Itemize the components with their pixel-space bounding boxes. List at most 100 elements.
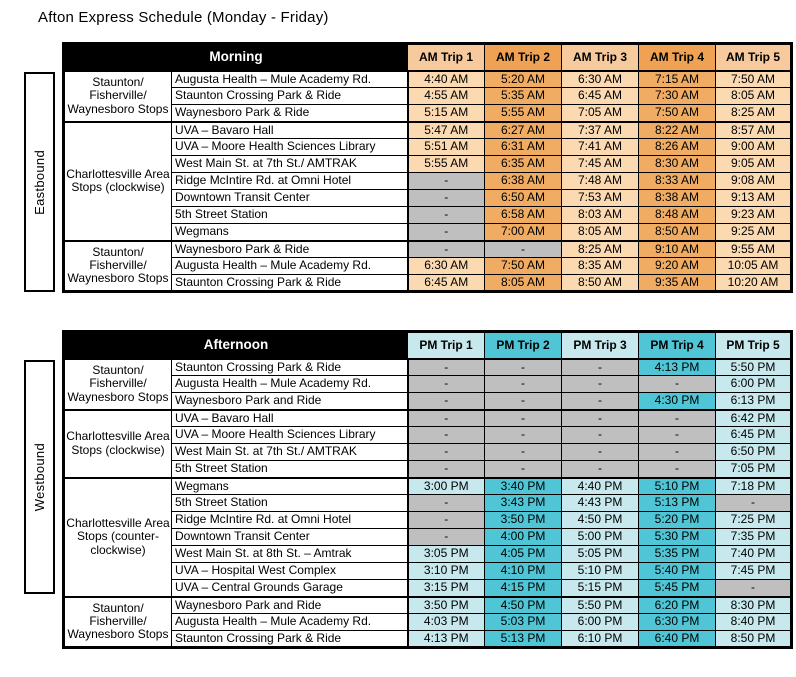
stop-group-label: Charlottesville Area Stops (counter- clo… (63, 476, 172, 597)
departure-time-cell: 5:03 PM (484, 613, 562, 631)
morning-table-body: Staunton/ Fisherville/ Waynesboro Stops A… (63, 69, 792, 292)
stop-name-cell: UVA – Hospital West Complex (171, 562, 409, 580)
departure-time-cell: 6:45 AM (407, 274, 485, 292)
departure-time-cell: 9:20 AM (638, 257, 716, 275)
departure-time-cell: 7:00 AM (484, 223, 562, 241)
morning-schedule: Eastbound Morning AM Trip 1 AM Trip 2 AM… (24, 42, 793, 293)
departure-time-cell: 6:40 PM (638, 630, 716, 648)
stop-name-cell: Augusta Health – Mule Academy Rd. (171, 375, 409, 393)
stop-name-cell: 5th Street Station (171, 206, 409, 224)
schedule-row: Staunton/ Fisherville/ Waynesboro Stops W… (63, 595, 792, 648)
departure-time-cell: 3:50 PM (407, 595, 485, 614)
no-service-cell: - (407, 528, 485, 546)
schedule-row: UVA – Moore Health Sciences Library - - - -6… (64, 426, 792, 444)
departure-time-cell: 8:50 AM (561, 274, 639, 292)
am-trip-4-header: AM Trip 4 (638, 43, 716, 72)
departure-time-cell: 8:48 AM (638, 206, 716, 224)
departure-time-cell: 6:50 PM (715, 443, 792, 461)
departure-time-cell: 5:30 PM (638, 528, 716, 546)
departure-time-cell: 7:45 PM (715, 562, 792, 580)
stop-name-cell: 5th Street Station (171, 494, 409, 512)
departure-time-cell: 8:26 AM (638, 138, 716, 156)
departure-time-cell: 6:00 PM (561, 613, 639, 631)
schedule-row: Waynesboro Park and Ride - - -4:30 PM 6:13 P… (64, 392, 792, 410)
departure-time-cell: 7:50 AM (638, 104, 716, 122)
schedule-row: West Main St. at 7th St./ AMTRAK 5:55 AM 6… (64, 155, 792, 173)
stop-name-cell: UVA – Moore Health Sciences Library (171, 138, 409, 156)
schedule-row: Charlottesville Area Stops (clockwise) UV… (63, 408, 792, 478)
morning-band-header: Morning (63, 43, 408, 72)
schedule-row: Waynesboro Park & Ride 5:15 AM 5:55 AM 7:05… (64, 104, 792, 122)
departure-time-cell: 6:13 PM (715, 392, 792, 410)
departure-time-cell: 10:20 AM (715, 274, 792, 292)
departure-time-cell: 6:38 AM (484, 172, 562, 190)
stop-group-label: Staunton/ Fisherville/ Waynesboro Stops (63, 357, 172, 410)
departure-time-cell: 9:10 AM (638, 239, 716, 258)
no-service-cell: - (484, 375, 562, 393)
no-service-cell: - (484, 357, 562, 376)
departure-time-cell: 5:15 AM (407, 104, 485, 122)
departure-time-cell: 8:50 PM (715, 630, 792, 648)
schedule-row: West Main St. at 8th St. – Amtrak 3:05 PM… (64, 545, 792, 563)
departure-time-cell: 3:50 PM (484, 511, 562, 529)
no-service-cell: - (561, 426, 639, 444)
no-service-cell: - (407, 375, 485, 393)
stop-name-cell: Wegmans (171, 223, 409, 241)
departure-time-cell: 5:55 AM (484, 104, 562, 122)
departure-time-cell: 7:37 AM (561, 120, 639, 139)
schedule-row: Staunton Crossing Park & Ride 4:55 AM 5:35… (64, 87, 792, 105)
stop-name-cell: Augusta Health – Mule Academy Rd. (171, 69, 409, 88)
pm-trip-4-header: PM Trip 4 (638, 331, 716, 360)
stop-name-cell: Waynesboro Park & Ride (171, 239, 409, 258)
departure-time-cell: 7:48 AM (561, 172, 639, 190)
departure-time-cell: 6:31 AM (484, 138, 562, 156)
departure-time-cell: 9:35 AM (638, 274, 716, 292)
departure-time-cell: 7:41 AM (561, 138, 639, 156)
schedule-row: Augusta Health – Mule Academy Rd. - - - -6:0… (64, 375, 792, 393)
no-service-cell: - (407, 172, 485, 190)
stop-name-cell: 5th Street Station (171, 460, 409, 478)
stop-name-cell: UVA – Moore Health Sciences Library (171, 426, 409, 444)
no-service-cell: - (407, 511, 485, 529)
departure-time-cell: 5:05 PM (561, 545, 639, 563)
am-trip-1-header: AM Trip 1 (407, 43, 485, 72)
departure-time-cell: 8:33 AM (638, 172, 716, 190)
eastbound-direction-bracket: Eastbound (24, 72, 55, 292)
departure-time-cell: 7:15 AM (638, 69, 716, 88)
departure-time-cell: 4:13 PM (407, 630, 485, 648)
departure-time-cell: 3:10 PM (407, 562, 485, 580)
departure-time-cell: 4:55 AM (407, 87, 485, 105)
no-service-cell: - (407, 494, 485, 512)
stop-name-cell: Staunton Crossing Park & Ride (171, 357, 409, 376)
no-service-cell: - (407, 357, 485, 376)
departure-time-cell: 9:00 AM (715, 138, 792, 156)
departure-time-cell: 9:05 AM (715, 155, 792, 173)
departure-time-cell: 8:30 AM (638, 155, 716, 173)
schedule-row: West Main St. at 7th St./ AMTRAK - - - -6:50… (64, 443, 792, 461)
departure-time-cell: 8:57 AM (715, 120, 792, 139)
am-trip-5-header: AM Trip 5 (715, 43, 792, 72)
departure-time-cell: 3:15 PM (407, 579, 485, 597)
departure-time-cell: 4:50 PM (484, 595, 562, 614)
departure-time-cell: 4:40 PM (561, 476, 639, 495)
schedule-row: Downtown Transit Center -6:50 AM 7:53 AM 8:… (64, 189, 792, 207)
stop-group-label: Staunton/ Fisherville/ Waynesboro Stops (63, 239, 172, 292)
departure-time-cell: 3:05 PM (407, 545, 485, 563)
departure-time-cell: 3:00 PM (407, 476, 485, 495)
stop-name-cell: Ridge McIntire Rd. at Omni Hotel (171, 172, 409, 190)
departure-time-cell: 5:51 AM (407, 138, 485, 156)
stop-name-cell: Waynesboro Park and Ride (171, 595, 409, 614)
stop-name-cell: Waynesboro Park & Ride (171, 104, 409, 122)
stop-name-cell: Augusta Health – Mule Academy Rd. (171, 257, 409, 275)
departure-time-cell: 8:25 AM (715, 104, 792, 122)
departure-time-cell: 8:05 AM (484, 274, 562, 292)
no-service-cell: - (561, 460, 639, 478)
schedule-row: UVA – Moore Health Sciences Library 5:51 … (64, 138, 792, 156)
no-service-cell: - (561, 408, 639, 427)
pm-trip-3-header: PM Trip 3 (561, 331, 639, 360)
schedule-row: Charlottesville Area Stops (clockwise) UV… (63, 120, 792, 241)
departure-time-cell: 7:30 AM (638, 87, 716, 105)
departure-time-cell: 5:15 PM (561, 579, 639, 597)
stop-name-cell: Ridge McIntire Rd. at Omni Hotel (171, 511, 409, 529)
departure-time-cell: 5:13 PM (638, 494, 716, 512)
